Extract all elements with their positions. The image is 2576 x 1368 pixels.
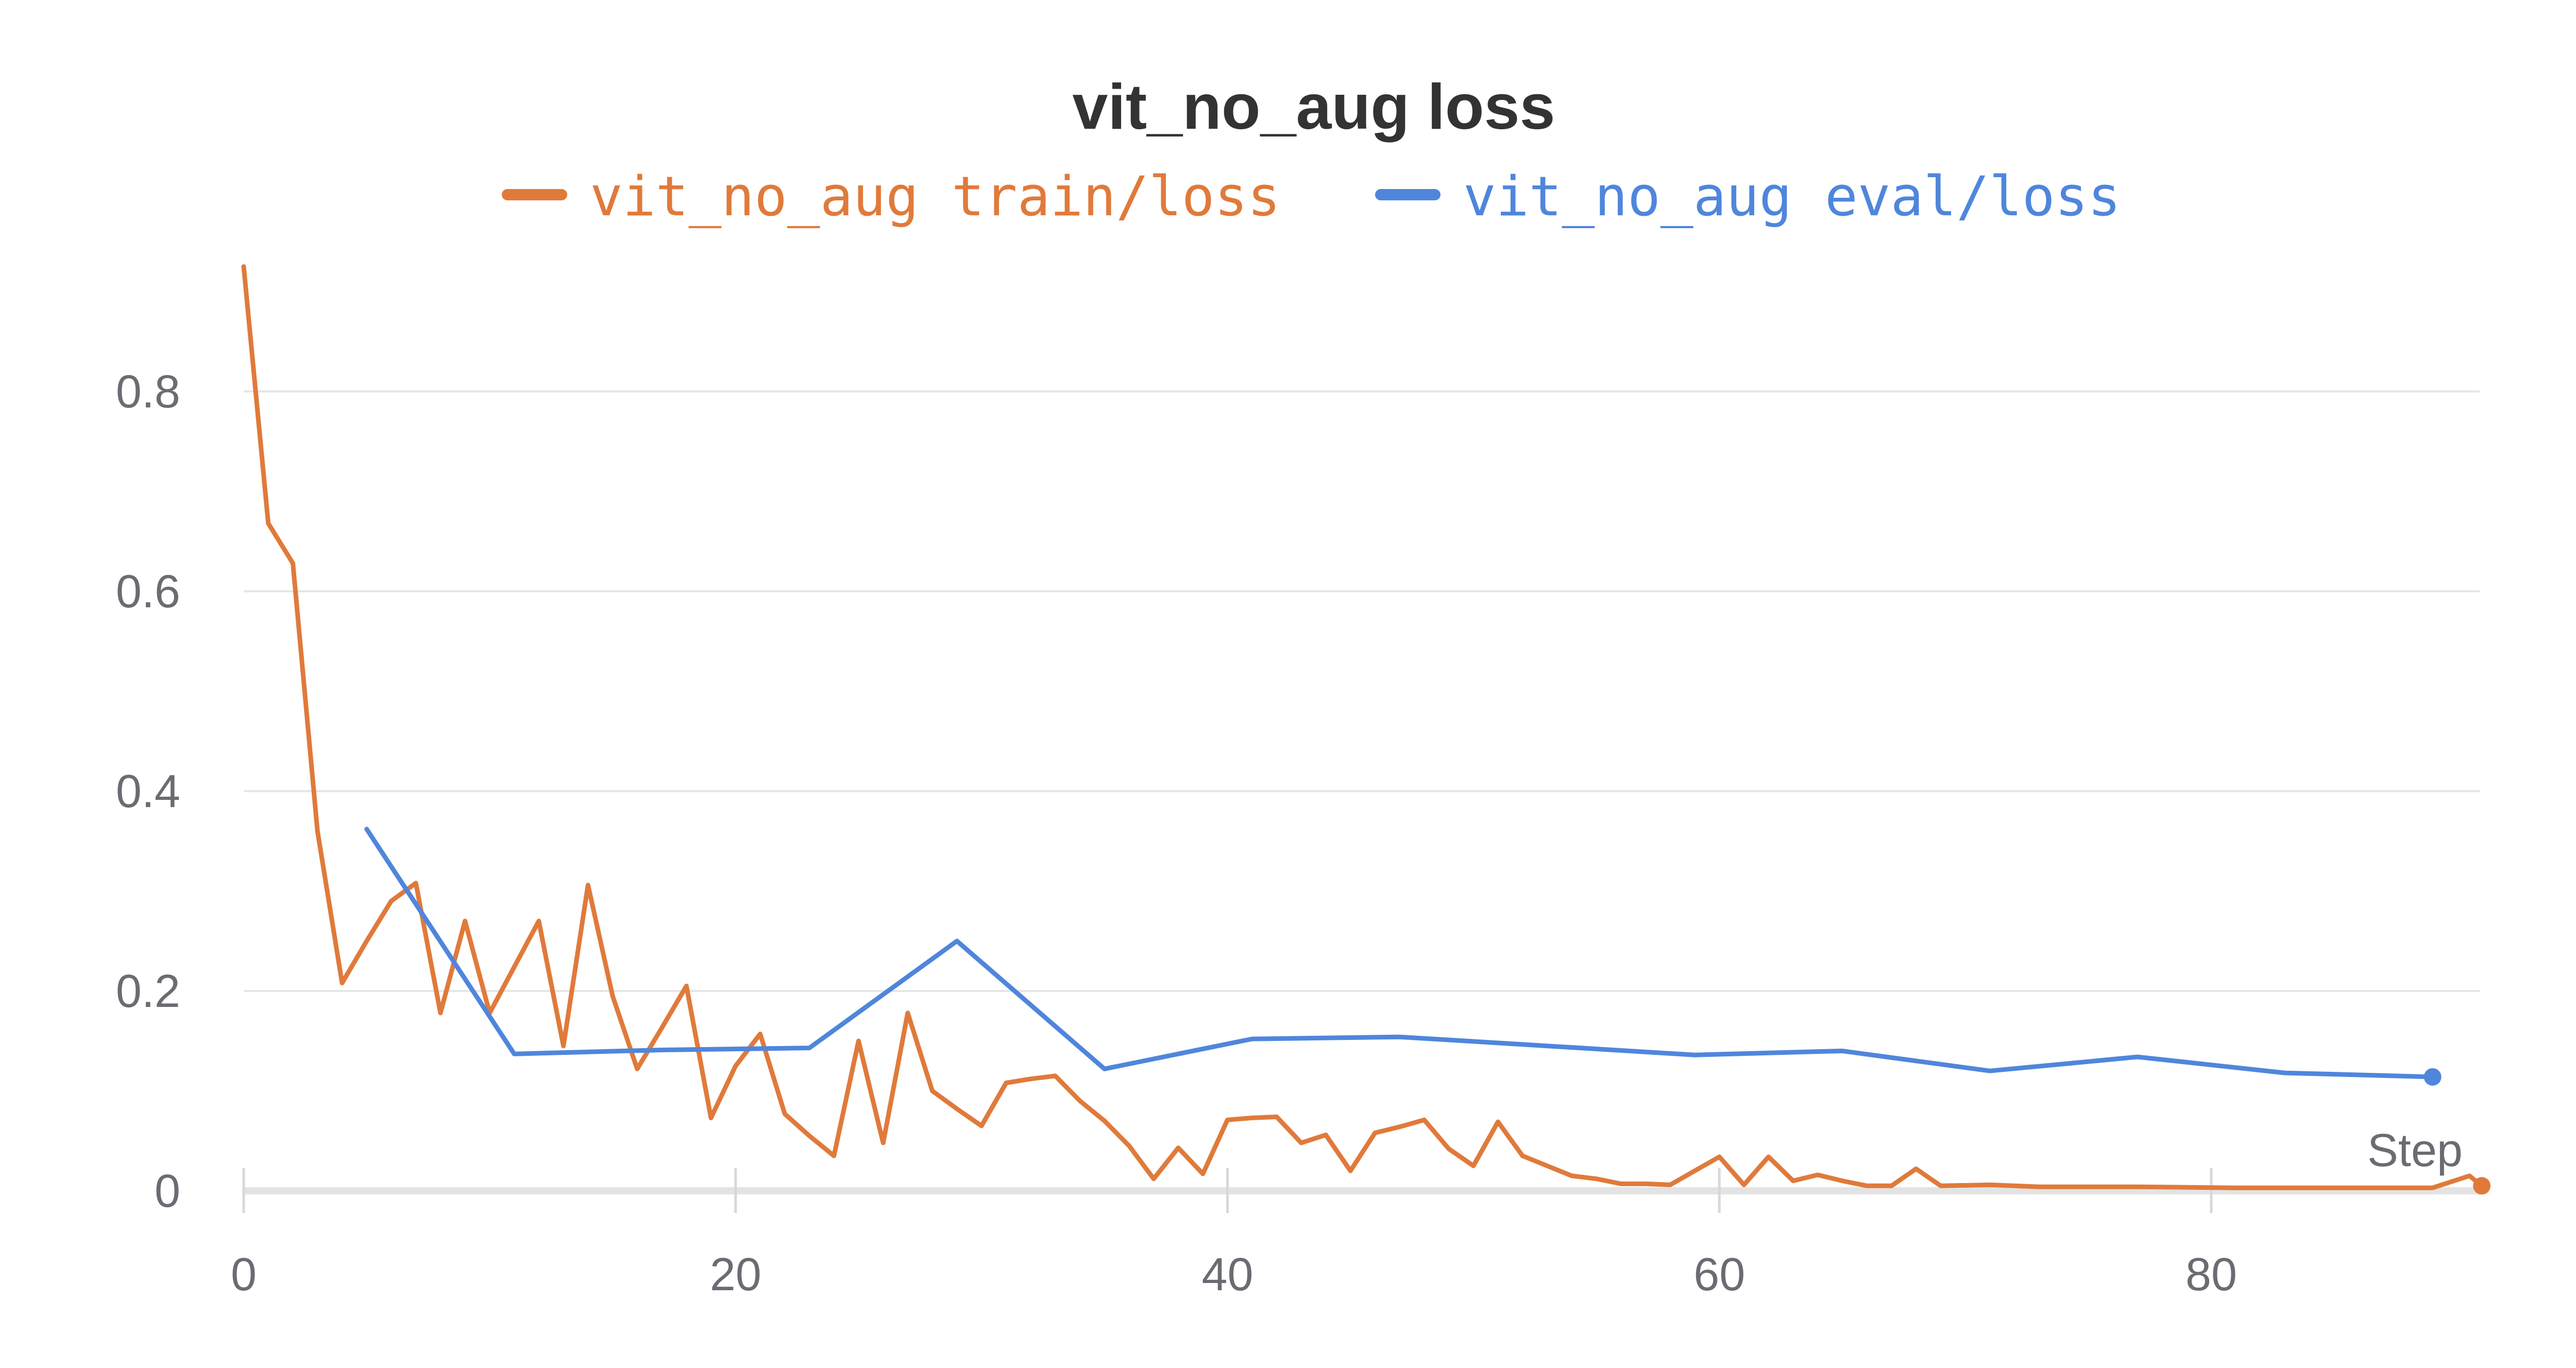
legend-item-eval[interactable]: vit_no_aug eval/loss <box>1375 165 2121 228</box>
series-end-point-eval[interactable] <box>2424 1068 2442 1086</box>
x-tick-label: 40 <box>1201 1249 1253 1301</box>
chart-title: vit_no_aug loss <box>1072 72 1555 143</box>
legend-item-train[interactable]: vit_no_aug train/loss <box>502 165 1280 228</box>
x-tick-label: 0 <box>231 1249 257 1301</box>
y-axis-ticks: 0 0.2 0.4 0.6 0.8 <box>116 366 180 1217</box>
legend: vit_no_aug train/loss vit_no_aug eval/lo… <box>502 165 2121 228</box>
series-end-point-train[interactable] <box>2473 1177 2491 1195</box>
x-tick-label: 60 <box>1693 1249 1745 1301</box>
x-tick-label: 80 <box>2185 1249 2237 1301</box>
grid <box>244 390 2480 992</box>
x-tick-label: 20 <box>710 1249 761 1301</box>
series-line-train[interactable] <box>241 264 2484 1190</box>
y-tick-label: 0.4 <box>116 766 180 817</box>
y-tick-label: 0.8 <box>116 366 180 418</box>
legend-label-train: vit_no_aug train/loss <box>590 165 1280 228</box>
y-tick-label: 0 <box>155 1166 180 1217</box>
x-axis: 0 20 40 60 80 <box>231 1168 2480 1301</box>
series-line-eval[interactable] <box>364 827 2435 1080</box>
y-tick-label: 0.6 <box>116 566 180 618</box>
y-tick-label: 0.2 <box>116 966 180 1017</box>
x-axis-label: Step <box>2367 1125 2463 1176</box>
series-lines <box>241 264 2491 1195</box>
legend-label-eval: vit_no_aug eval/loss <box>1463 165 2121 228</box>
